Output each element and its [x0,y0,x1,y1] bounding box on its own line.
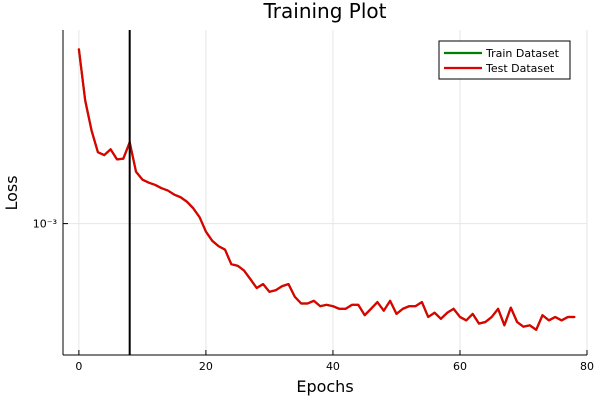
grid-layer [63,30,588,355]
legend-label: Test Dataset [485,62,555,75]
chart-title: Training Plot [263,0,387,23]
series-line-train [77,48,576,331]
x-tick-label: 80 [580,360,594,373]
x-tick-label: 20 [199,360,213,373]
axis-layer: 0 20 40 60 80 10⁻³ [33,30,594,373]
y-axis-label: Loss [2,175,21,210]
series-line-test [77,48,576,331]
legend: Train Dataset Test Dataset [438,40,571,80]
x-tick-label: 0 [75,360,82,373]
series-layer [77,48,576,331]
y-tick-label: 10⁻³ [33,218,57,231]
x-tick-label: 40 [326,360,340,373]
x-tick-label: 60 [453,360,467,373]
legend-box [438,40,571,80]
x-axis-label: Epochs [296,377,353,396]
legend-label: Train Dataset [485,47,560,60]
